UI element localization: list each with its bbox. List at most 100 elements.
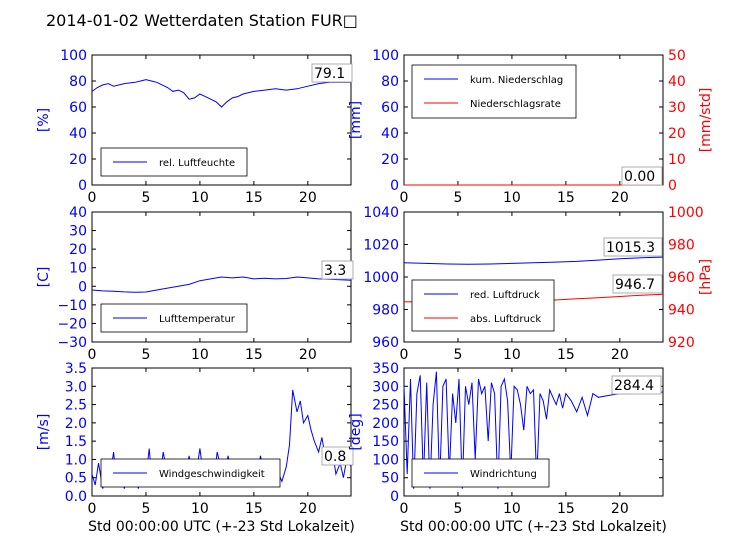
value-annotation: 0.8 xyxy=(324,449,346,465)
panel-temperature: 0 5 10 15 20 −30 −20 −10 0 10 20 30 40 [C] Lufttempera… xyxy=(36,205,354,363)
value-annotation-box xyxy=(321,260,354,280)
x-tick-label: 15 xyxy=(245,347,263,363)
y-tick-label: 2.0 xyxy=(65,416,87,432)
y-tick-label: 60 xyxy=(381,100,399,116)
legend-label: Niederschlagsrate xyxy=(470,99,561,110)
x-tick-label: 15 xyxy=(557,347,575,363)
y-tick-label: 150 xyxy=(372,434,399,450)
y-tick-label: 40 xyxy=(69,205,87,221)
y-tick-label: 30 xyxy=(69,224,87,240)
plot-frame xyxy=(91,367,352,497)
y-tick-label: 2.5 xyxy=(65,398,87,414)
y-tick-label: 0 xyxy=(390,489,399,505)
y-tick-label: 300 xyxy=(372,379,399,395)
legend: Windrichtung xyxy=(411,458,550,488)
x-tick-label: 0 xyxy=(400,347,409,363)
value-annotation-box xyxy=(621,166,663,186)
x-tick-label: 20 xyxy=(299,347,317,363)
x-tick-label: 10 xyxy=(191,347,209,363)
y-tick-label: 200 xyxy=(372,416,399,432)
y-right-tick-label: 0 xyxy=(668,178,677,194)
value-annotation-box xyxy=(603,237,663,257)
series-line xyxy=(403,371,664,489)
legend: red. Luftdruck abs. Luftdruck xyxy=(411,279,555,332)
y-tick-label: 3.0 xyxy=(65,379,87,395)
x-tick-label: 5 xyxy=(141,347,150,363)
y-right-tick-label: 40 xyxy=(668,74,686,90)
y-right-tick-label: 920 xyxy=(668,335,695,351)
panel-humidity: 0 5 10 15 20 0 20 40 60 80 100 [%] rel. Luftfeuchte 7… xyxy=(36,48,353,206)
x-tick-label: 20 xyxy=(611,347,629,363)
y-tick-label: 80 xyxy=(381,74,399,90)
legend: kum. Niederschlag Niederschlagsrate xyxy=(411,64,577,119)
x-tick-label: 10 xyxy=(503,501,521,517)
x-tick-label: 10 xyxy=(191,190,209,206)
y-tick-label: 1020 xyxy=(363,238,399,254)
y-right-tick-label: 940 xyxy=(668,303,695,319)
legend: Windgeschwindigkeit xyxy=(100,458,281,488)
y-tick-label: 0.5 xyxy=(65,471,87,487)
plot-frame xyxy=(403,367,664,497)
y-right-axis-label: [mm/std] xyxy=(698,88,714,153)
y-tick-label: 1040 xyxy=(363,205,399,221)
y-tick-label: 100 xyxy=(372,452,399,468)
y-tick-label: −20 xyxy=(57,316,87,332)
y-right-tick-label: 30 xyxy=(668,100,686,116)
y-tick-label: 0 xyxy=(78,279,87,295)
value-annotation-box xyxy=(321,446,354,466)
y-right-tick-label: 980 xyxy=(668,238,695,254)
series-line xyxy=(91,276,352,293)
y-right-tick-label: 1000 xyxy=(668,205,704,221)
x-tick-label: 10 xyxy=(503,190,521,206)
y-axis-label: [deg] xyxy=(348,413,364,450)
x-tick-label: 20 xyxy=(611,501,629,517)
x-tick-label: 0 xyxy=(400,190,409,206)
x-tick-label: 5 xyxy=(141,190,150,206)
y-tick-label: 0 xyxy=(390,178,399,194)
x-tick-label: 5 xyxy=(453,501,462,517)
figure-title: 2014-01-02 Wetterdaten Station FUR□ xyxy=(46,11,358,30)
y-right-tick-label: 10 xyxy=(668,152,686,168)
x-tick-label: 15 xyxy=(557,190,575,206)
y-axis-label: [m/s] xyxy=(36,414,52,451)
value-annotation: 946.7 xyxy=(615,277,655,293)
x-tick-label: 5 xyxy=(453,347,462,363)
y-tick-label: 960 xyxy=(372,335,399,351)
y-tick-label: 100 xyxy=(372,48,399,64)
y-tick-label: 40 xyxy=(69,126,87,142)
value-annotation-box xyxy=(611,375,662,395)
y-tick-label: 80 xyxy=(69,74,87,90)
y-tick-label: 20 xyxy=(69,242,87,258)
y-tick-label: 60 xyxy=(69,100,87,116)
y-tick-label: 100 xyxy=(60,48,87,64)
legend-label: red. Luftdruck xyxy=(470,290,540,301)
x-tick-label: 10 xyxy=(191,501,209,517)
legend-box xyxy=(411,279,555,332)
legend-label: rel. Luftfeuchte xyxy=(159,158,235,169)
legend-label: abs. Luftdruck xyxy=(470,314,541,325)
y-tick-label: 3.5 xyxy=(65,361,87,377)
panel-windspeed: 0 5 10 15 20 0.0 0.5 1.0 1.5 2.0 2.5 3.0 3.5 [m/s] Std… xyxy=(36,361,355,535)
value-annotation-box xyxy=(311,63,353,83)
legend-label: Windrichtung xyxy=(470,469,537,480)
legend-label: Windgeschwindigkeit xyxy=(159,469,265,480)
x-tick-label: 5 xyxy=(141,501,150,517)
x-tick-label: 15 xyxy=(245,501,263,517)
panel-pressure: 0 5 10 15 20 960 980 1000 1020 1040 920 940 960 980 10… xyxy=(363,205,714,363)
plot-frame xyxy=(91,54,352,186)
x-tick-label: 10 xyxy=(503,347,521,363)
x-tick-label: 20 xyxy=(611,190,629,206)
y-right-tick-label: 20 xyxy=(668,126,686,142)
y-tick-label: −10 xyxy=(57,298,87,314)
value-annotation: 3.3 xyxy=(324,263,346,279)
legend-box xyxy=(411,64,577,119)
x-axis-label: Std 00:00:00 UTC (+-23 Std Lokalzeit) xyxy=(400,519,667,535)
y-tick-label: 50 xyxy=(381,471,399,487)
y-tick-label: 1000 xyxy=(363,270,399,286)
y-right-tick-label: 50 xyxy=(668,48,686,64)
series-line xyxy=(91,79,352,108)
x-tick-label: 15 xyxy=(245,190,263,206)
x-tick-label: 20 xyxy=(299,501,317,517)
y-axis-label: [%] xyxy=(36,108,52,132)
